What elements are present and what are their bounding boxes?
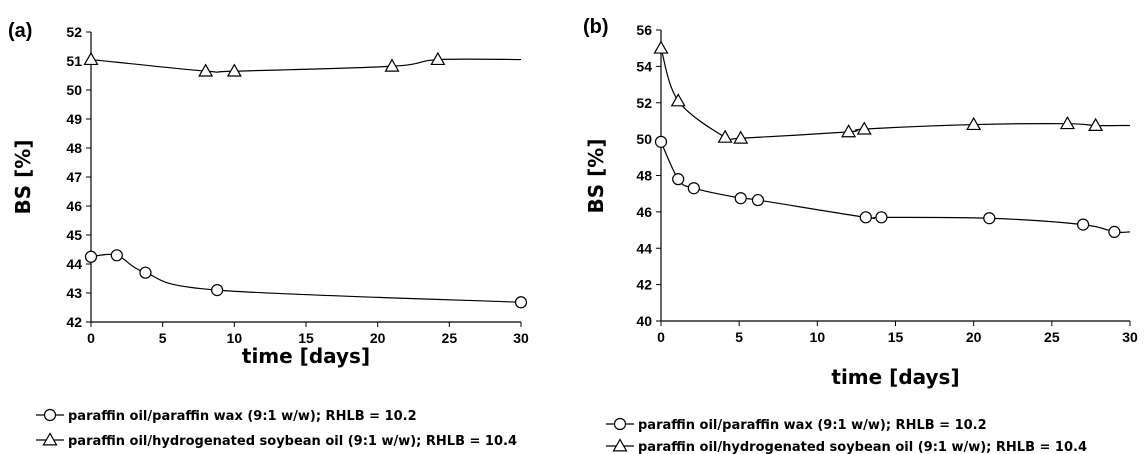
legend-entry: paraffin oil/hydrogenated soybean oil (9… [606, 438, 1087, 454]
x-axis-title: time [days] [242, 344, 370, 368]
x-tick-label: 30 [513, 330, 529, 346]
legend-label: paraffin oil/hydrogenated soybean oil (9… [68, 434, 517, 449]
series-line [90, 253, 522, 303]
series-triangle [653, 40, 1131, 144]
y-tick-label: 46 [66, 198, 82, 214]
x-tick-label: 0 [657, 329, 665, 345]
data-point [84, 250, 98, 263]
y-tick-label: 42 [636, 277, 652, 293]
data-point [430, 51, 446, 66]
chart-panel-a: (a) 42 43 44 45 46 47 48 49 50 51 52 0 5 10 15 20 25 30 tim… [8, 20, 529, 449]
data-point [983, 212, 996, 225]
legend-marker [43, 408, 57, 422]
data-point [859, 211, 872, 224]
y-tick-label: 48 [636, 168, 652, 184]
series-circle [84, 249, 528, 309]
series-line [660, 48, 1131, 142]
y-tick-label: 52 [66, 24, 82, 40]
data-point [198, 63, 214, 77]
data-point [875, 211, 888, 224]
y-tick-label: 51 [66, 53, 82, 69]
data-point [654, 135, 668, 148]
x-tick-label: 25 [1044, 329, 1060, 345]
data-point [670, 93, 686, 107]
y-tick-label: 46 [636, 204, 652, 220]
data-point [110, 249, 123, 262]
panel-label: (b) [583, 16, 609, 38]
legend-entry: paraffin oil/paraffin wax (9:1 w/w); RHL… [36, 408, 417, 424]
legend-entry: paraffin oil/hydrogenated soybean oil (9… [36, 432, 517, 449]
legend-marker [42, 432, 58, 446]
y-tick-label: 42 [66, 314, 82, 330]
data-point [1108, 225, 1121, 238]
data-point [751, 193, 765, 207]
series-line [90, 58, 522, 73]
x-tick-label: 25 [442, 330, 458, 346]
data-point [211, 284, 224, 297]
legend-label: paraffin oil/paraffin wax (9:1 w/w); RHL… [68, 409, 417, 424]
y-tick-label: 45 [66, 227, 82, 243]
legend-marker [613, 417, 627, 431]
data-point [687, 182, 700, 195]
legend-label: paraffin oil/paraffin wax (9:1 w/w); RHL… [638, 418, 987, 433]
data-point [1076, 218, 1090, 231]
data-point [966, 116, 982, 131]
y-tick-label: 52 [636, 95, 652, 111]
data-point [856, 121, 872, 135]
x-tick-label: 10 [227, 330, 243, 346]
chart-panel-b: (b) 40 42 44 46 48 50 52 54 56 0 5 10 15 20 25 30 time [d… [583, 16, 1138, 454]
x-tick-label: 0 [87, 330, 95, 346]
x-tick-label: 5 [735, 329, 743, 345]
y-tick-label: 44 [66, 256, 82, 272]
legend-label: paraffin oil/hydrogenated soybean oil (9… [638, 440, 1087, 454]
x-tick-label: 30 [1122, 329, 1138, 345]
data-point [514, 296, 528, 309]
y-tick-label: 40 [636, 313, 652, 329]
data-point [653, 40, 669, 54]
series-line [660, 141, 1131, 234]
data-point [733, 130, 749, 144]
y-axis-title: BS [%] [584, 139, 608, 214]
legend-entry: paraffin oil/paraffin wax (9:1 w/w); RHL… [606, 417, 987, 433]
legend-marker [612, 438, 628, 452]
x-tick-label: 20 [370, 330, 386, 346]
data-point [226, 63, 242, 77]
data-point [734, 192, 747, 205]
x-axis-title: time [days] [831, 365, 959, 389]
x-tick-label: 10 [810, 329, 826, 345]
y-tick-label: 47 [66, 169, 82, 185]
y-tick-label: 54 [636, 58, 652, 74]
data-point [672, 173, 685, 186]
x-tick-label: 15 [298, 330, 314, 346]
y-axis-title: BS [%] [11, 140, 35, 215]
data-point [717, 129, 733, 143]
data-point [384, 58, 400, 72]
y-tick-label: 49 [66, 111, 82, 127]
data-point [1088, 117, 1104, 131]
panel-label: (a) [8, 20, 32, 42]
series-triangle [83, 51, 522, 77]
y-tick-label: 56 [636, 22, 652, 38]
x-tick-label: 15 [888, 329, 904, 345]
x-tick-label: 20 [966, 329, 982, 345]
y-tick-label: 44 [636, 240, 652, 256]
y-tick-label: 43 [66, 285, 82, 301]
x-tick-label: 5 [159, 330, 167, 346]
data-point [841, 124, 857, 138]
data-point [139, 266, 152, 279]
series-circle [654, 135, 1131, 238]
data-point [1059, 115, 1076, 130]
y-tick-label: 48 [66, 140, 82, 156]
data-point [83, 51, 99, 66]
y-tick-label: 50 [66, 82, 82, 98]
y-tick-label: 50 [636, 131, 652, 147]
